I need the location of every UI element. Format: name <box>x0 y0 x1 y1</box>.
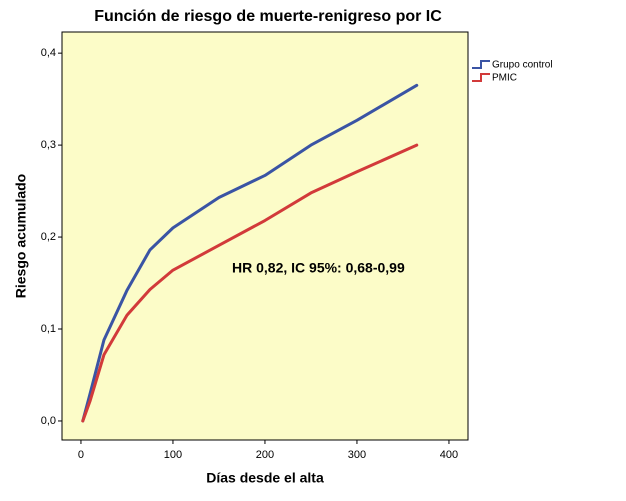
series-line <box>81 143 419 423</box>
x-tick-label: 200 <box>256 449 274 461</box>
legend-label: PMIC <box>492 73 517 84</box>
y-tick-label: 0,1 <box>41 323 56 335</box>
y-tick-label: 0,0 <box>41 415 56 427</box>
x-axis-title: Días desde el alta <box>206 470 324 486</box>
legend-swatch <box>472 60 490 69</box>
plot-area <box>61 31 469 441</box>
y-axis-title: Riesgo acumulado <box>13 174 29 298</box>
chart-title: Función de riesgo de muerte-renigreso po… <box>94 8 442 25</box>
annotation: HR 0,82, IC 95%: 0,68-0,99 <box>232 260 405 276</box>
x-tick-label: 100 <box>164 449 182 461</box>
x-tick-label: 0 <box>78 449 84 461</box>
y-tick-label: 0,4 <box>41 47 56 59</box>
x-tick-label: 400 <box>440 449 458 461</box>
y-tick-label: 0,3 <box>41 139 56 151</box>
series-line <box>81 83 419 423</box>
legend-swatch <box>472 73 490 82</box>
y-tick-label: 0,2 <box>41 231 56 243</box>
x-tick-label: 300 <box>348 449 366 461</box>
legend-label: Grupo control <box>492 60 553 71</box>
